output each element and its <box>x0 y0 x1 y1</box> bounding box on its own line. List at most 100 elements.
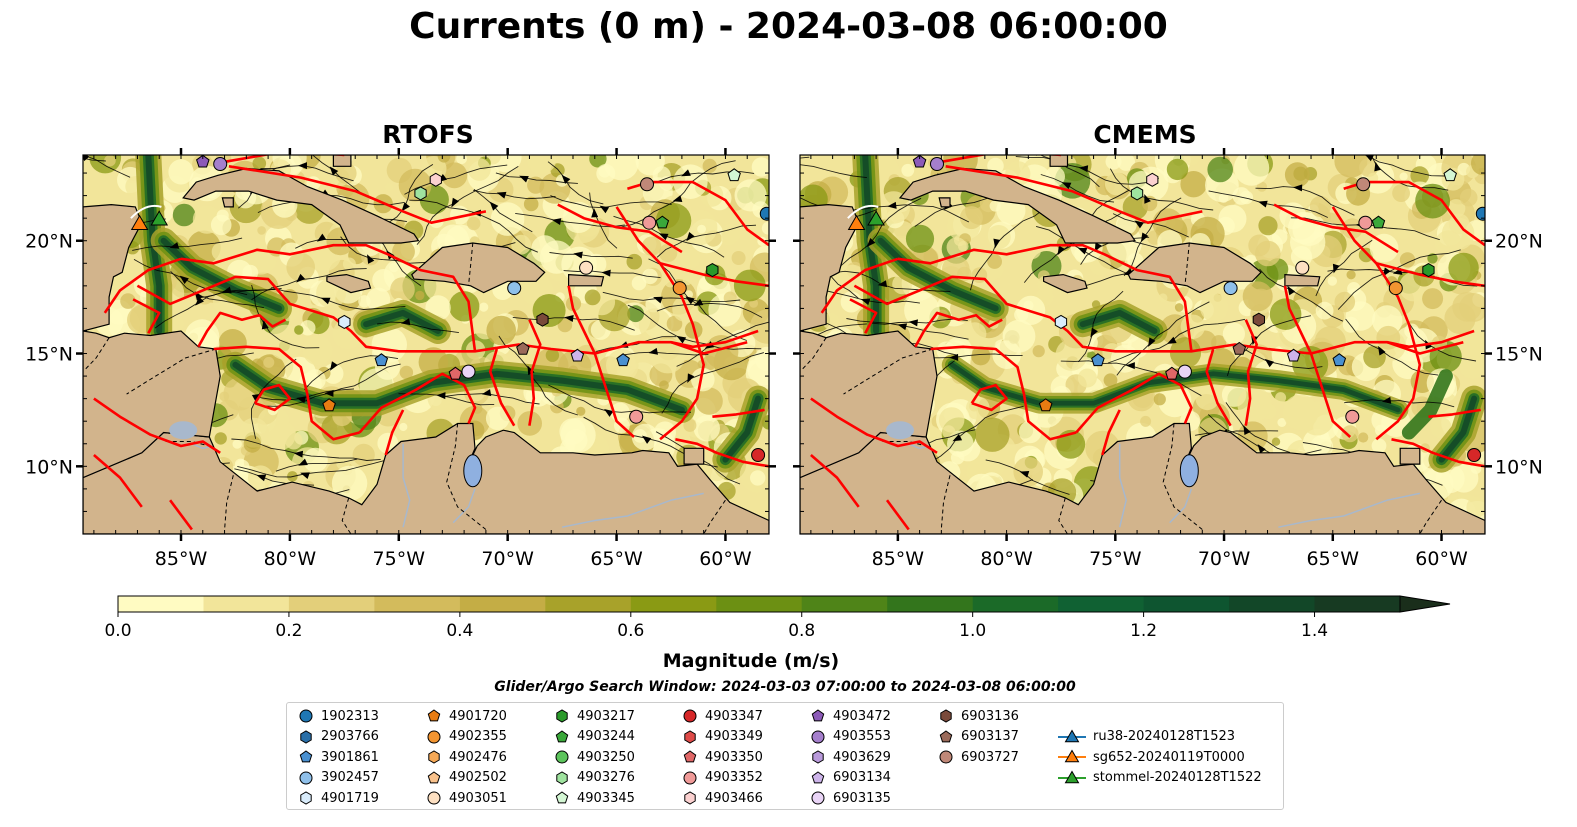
land-isleYouth <box>221 197 234 208</box>
legend-item: 4903472 <box>809 706 891 727</box>
argo-6903137 <box>1232 341 1247 355</box>
glider-stommel-20240128T1522 <box>150 210 169 226</box>
legend-label: 4902502 <box>449 770 507 786</box>
legend-label: stommel-20240128T1522 <box>1093 770 1262 786</box>
lat-tick-label: 15°N <box>25 344 73 366</box>
land-bahamaTop <box>332 155 352 167</box>
legend-label: 4903250 <box>577 749 635 765</box>
legend-item: sg652-20240119T0000 <box>1057 747 1245 768</box>
legend-label: 6903137 <box>961 729 1019 745</box>
legend-marker <box>299 709 313 723</box>
legend-marker <box>428 750 440 764</box>
argo-3901861 <box>616 353 630 367</box>
legend-label: 4902476 <box>449 749 507 765</box>
lake-maracaibo <box>463 454 483 488</box>
colorbar-tick-label: 1.2 <box>1130 621 1157 641</box>
legend-label: 4903217 <box>577 708 635 724</box>
legend-item: 4902476 <box>425 747 507 768</box>
legend-marker <box>427 709 441 722</box>
land-trinidad <box>1399 447 1421 465</box>
search-window-label: Glider/Argo Search Window: 2024-03-03 07… <box>494 679 1076 695</box>
legend-item: 6903135 <box>809 788 891 809</box>
argo-4903466 <box>1146 172 1159 187</box>
argo-4901720 <box>322 398 336 412</box>
land-puertoRico <box>568 273 605 287</box>
argo-1902313 <box>759 206 769 221</box>
legend-label: ru38-20240128T1523 <box>1093 729 1236 745</box>
lon-tick-label: 60°W <box>1415 548 1468 570</box>
legend-label: 4902355 <box>449 729 507 745</box>
legend-marker <box>555 730 569 743</box>
legend-marker <box>555 750 569 764</box>
legend-marker <box>556 771 568 785</box>
argo-4903276 <box>414 186 427 201</box>
lon-tick-label: 65°W <box>1307 548 1360 570</box>
legend-label: 6903727 <box>961 749 1019 765</box>
colorbar-level <box>887 596 974 612</box>
lat-tick-label: 15°N <box>1495 344 1543 366</box>
glider-sg652-20240119T0000 <box>130 214 149 230</box>
land-bahamaTop <box>1049 155 1069 167</box>
legend-marker <box>683 750 697 763</box>
legend-item: 4903350 <box>681 747 763 768</box>
legend-item: 4902502 <box>425 768 507 789</box>
legend-label: 4903244 <box>577 729 635 745</box>
legend-marker <box>939 730 953 743</box>
land-yucatan <box>83 203 143 332</box>
argo-4903553 <box>213 157 228 171</box>
argo-4903466 <box>429 172 442 187</box>
colorbar-tick-label: 1.0 <box>959 621 986 641</box>
legend-label: 6903135 <box>833 790 891 806</box>
legend-marker <box>683 771 697 785</box>
legend-marker <box>1058 749 1086 763</box>
legend-item: 4903217 <box>553 706 635 727</box>
colorbar-tick-label: 0.6 <box>617 621 644 641</box>
argo-6903134 <box>570 348 585 362</box>
argo-6903135 <box>461 364 476 379</box>
legend-label: 4903466 <box>705 790 763 806</box>
argo-4903244 <box>655 215 670 229</box>
legend-item: 6903137 <box>937 727 1019 748</box>
lon-tick-label: 70°W <box>481 548 534 570</box>
argo-4903217 <box>1422 263 1435 278</box>
colorbar-level <box>118 596 204 612</box>
legend-item: 2903766 <box>297 727 379 748</box>
argo-3901861 <box>1332 353 1347 367</box>
legend-item: 4903345 <box>553 788 635 809</box>
colorbar-tick-label: 0.8 <box>788 621 815 641</box>
argo-4903472 <box>196 155 210 168</box>
lat-tick-label: 20°N <box>1495 231 1543 253</box>
land-trinidad <box>683 447 705 465</box>
colorbar-extend-arrow <box>1399 595 1451 613</box>
lon-tick-label: 80°W <box>264 548 317 570</box>
argo-6903137 <box>516 341 530 355</box>
colorbar-level <box>801 596 888 612</box>
lon-tick-label: 75°W <box>373 548 426 570</box>
colorbar-level <box>716 596 803 612</box>
argo-4901719 <box>338 314 351 329</box>
lon-tick-label: 80°W <box>980 548 1033 570</box>
legend-label: 4903349 <box>705 729 763 745</box>
legend-marker <box>427 771 441 784</box>
colorbar-level <box>1229 596 1316 612</box>
legend-marker <box>555 791 569 804</box>
argo-4903350 <box>448 366 463 380</box>
glider-stommel-20240128T1522 <box>867 210 885 226</box>
colorbar-level <box>203 596 290 612</box>
argo-4903051 <box>579 260 594 275</box>
legend-item: 1902313 <box>297 706 379 727</box>
land-puertoRico <box>1284 273 1321 287</box>
legend-item: 3902457 <box>297 768 379 789</box>
legend-label: 4901719 <box>321 790 379 806</box>
colorbar-level <box>288 596 375 612</box>
legend-marker <box>300 791 312 805</box>
lon-tick-label: 75°W <box>1089 548 1142 570</box>
argo-4903276 <box>1130 186 1144 201</box>
colorbar-level <box>630 596 717 612</box>
argo-6903727 <box>640 177 654 192</box>
chart-title: Currents (0 m) - 2024-03-08 06:00:00 <box>409 6 1168 47</box>
legend-marker <box>427 791 441 805</box>
lon-tick-label: 60°W <box>699 548 752 570</box>
lat-tick-label: 10°N <box>1495 456 1543 478</box>
panel-title-rtofs: RTOFS <box>382 120 474 149</box>
